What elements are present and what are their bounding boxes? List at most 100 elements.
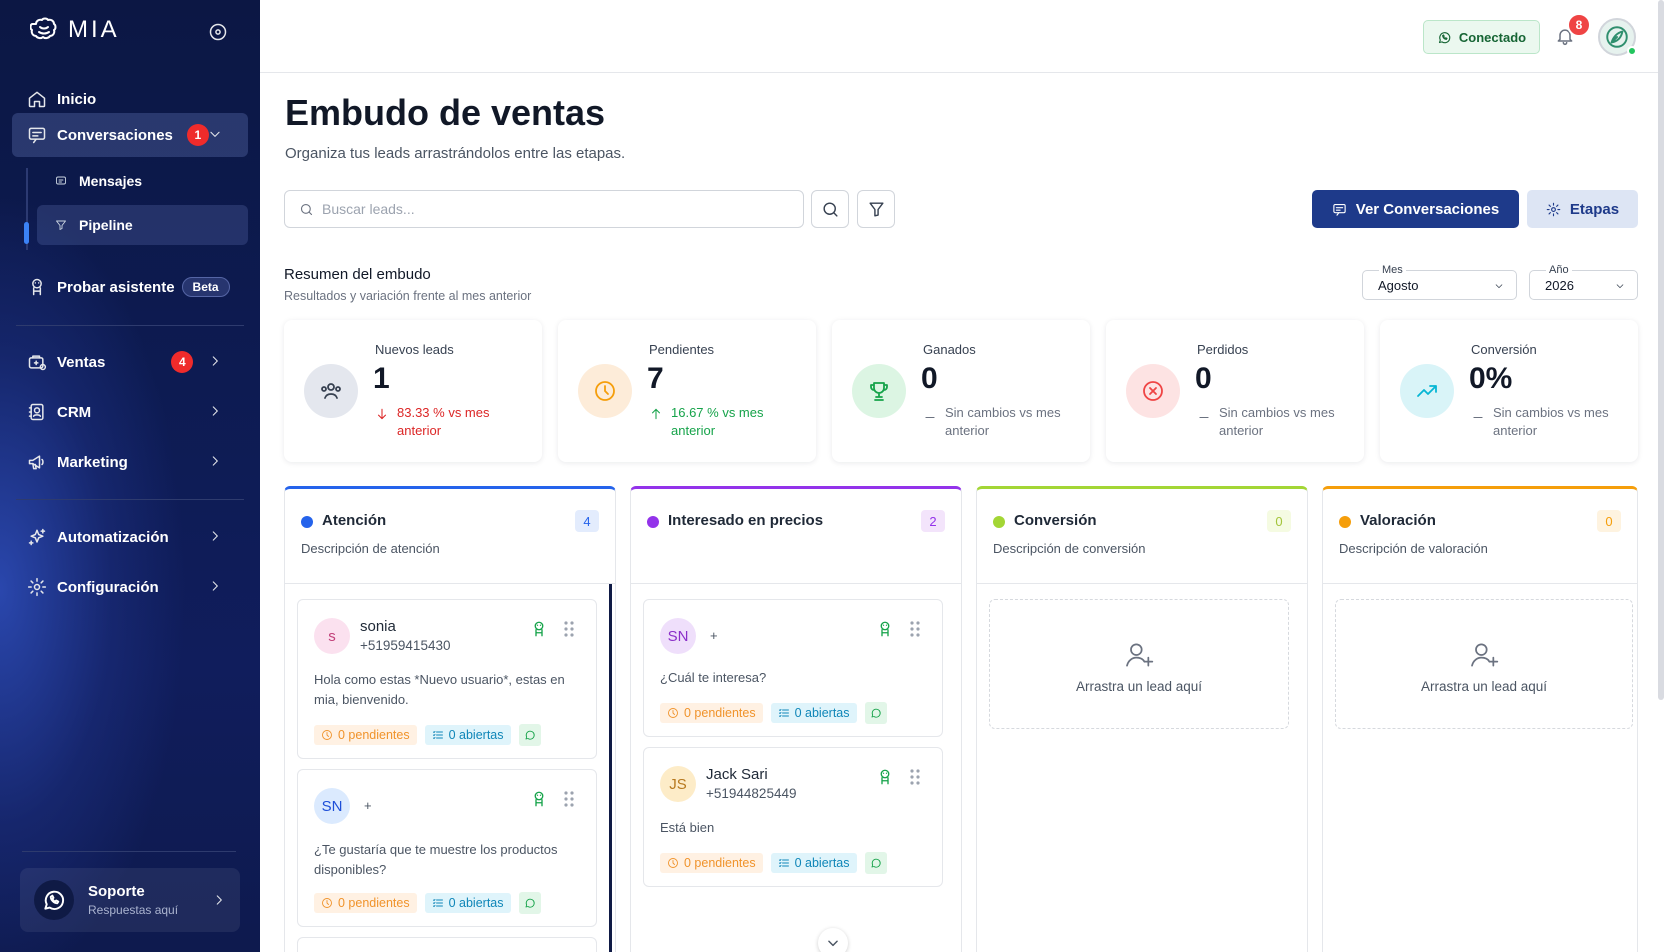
page-scrollbar[interactable] bbox=[1658, 0, 1664, 700]
column-header: Valoración 0 Descripción de valoración bbox=[1323, 489, 1637, 584]
whatsapp-button[interactable] bbox=[518, 724, 541, 746]
column-header: Atención 4 Descripción de atención bbox=[285, 489, 615, 584]
stat-label: Nuevos leads bbox=[375, 342, 454, 357]
column-scrollbar[interactable] bbox=[609, 584, 612, 952]
lead-card[interactable] bbox=[297, 937, 597, 952]
lead-tags: 0 pendientes 0 abiertas bbox=[314, 724, 541, 746]
filter-button[interactable] bbox=[857, 190, 895, 228]
whatsapp-button[interactable] bbox=[518, 892, 541, 914]
app-name: MIA bbox=[68, 16, 120, 43]
lead-avatar: s bbox=[314, 618, 350, 654]
kanban-column-valoracion: Valoración 0 Descripción de valoración A… bbox=[1322, 486, 1638, 952]
stat-value: 0 bbox=[1195, 362, 1212, 395]
open-text: 0 abiertas bbox=[794, 706, 850, 720]
sidebar-item-configuracion[interactable]: Configuración bbox=[12, 565, 248, 609]
sidebar-item-marketing[interactable]: Marketing bbox=[12, 440, 248, 484]
sidebar-item-conversaciones[interactable]: Conversaciones 1 bbox=[12, 113, 248, 157]
clock-icon bbox=[667, 857, 679, 869]
sidebar-item-ventas[interactable]: Ventas 4 bbox=[12, 340, 248, 384]
lead-card[interactable]: s sonia +51959415430 Hola como estas *Nu… bbox=[297, 599, 597, 759]
stat-change-text: 16.67 % vs mes anterior bbox=[671, 405, 764, 438]
pending-text: 0 pendientes bbox=[684, 856, 756, 870]
chevron-right-icon[interactable] bbox=[208, 579, 222, 593]
column-title: Valoración bbox=[1360, 512, 1436, 529]
app-logo[interactable]: MIA bbox=[30, 16, 120, 44]
stat-value: 0 bbox=[921, 362, 938, 395]
user-plus-icon bbox=[1468, 639, 1500, 671]
year-label: Año bbox=[1546, 263, 1572, 277]
whatsapp-button[interactable] bbox=[864, 852, 887, 874]
list-icon bbox=[432, 897, 444, 909]
view-conversations-button[interactable]: Ver Conversaciones bbox=[1312, 190, 1519, 228]
chevron-right-icon[interactable] bbox=[208, 529, 222, 543]
support-title: Soporte bbox=[88, 883, 145, 900]
lead-tags: 0 pendientes 0 abiertas bbox=[660, 852, 887, 874]
whatsapp-icon bbox=[1437, 30, 1452, 45]
message-icon bbox=[55, 175, 67, 187]
column-count: 4 bbox=[575, 510, 599, 532]
bot-icon[interactable] bbox=[530, 790, 548, 808]
year-select[interactable]: Año 2026 bbox=[1529, 263, 1638, 300]
sidebar-item-inicio[interactable]: Inicio bbox=[12, 77, 248, 121]
stat-icon-circle bbox=[578, 364, 632, 418]
chevron-down-icon[interactable] bbox=[208, 127, 222, 141]
lead-message: ¿Te gustaría que te muestre los producto… bbox=[314, 842, 558, 877]
column-title: Interesado en precios bbox=[668, 512, 824, 529]
chevron-right-icon[interactable] bbox=[208, 404, 222, 418]
search-button[interactable] bbox=[811, 190, 849, 228]
chevron-right-icon[interactable] bbox=[208, 354, 222, 368]
lead-card[interactable]: SN + ¿Te gustaría que te muestre los pro… bbox=[297, 769, 597, 927]
bot-icon[interactable] bbox=[876, 768, 894, 786]
stat-change: 16.67 % vs mes anterior bbox=[649, 404, 804, 440]
drop-zone[interactable]: Arrastra un lead aquí bbox=[1335, 599, 1633, 729]
connection-status-button[interactable]: Conectado bbox=[1423, 20, 1540, 54]
month-select[interactable]: Mes Agosto bbox=[1362, 263, 1517, 300]
page-subtitle: Organiza tus leads arrastrándolos entre … bbox=[285, 145, 626, 162]
drop-zone-text: Arrastra un lead aquí bbox=[1075, 678, 1203, 694]
pending-tag: 0 pendientes bbox=[314, 725, 417, 745]
drop-zone[interactable]: Arrastra un lead aquí bbox=[989, 599, 1289, 729]
drag-handle-icon[interactable] bbox=[908, 768, 922, 786]
chevron-right-icon[interactable] bbox=[212, 893, 226, 907]
chevron-right-icon[interactable] bbox=[208, 454, 222, 468]
stages-label: Etapas bbox=[1569, 200, 1620, 218]
bot-icon[interactable] bbox=[876, 620, 894, 638]
user-avatar[interactable] bbox=[1598, 18, 1636, 56]
kanban-column-interesado-en-precios: Interesado en precios 2 SN + ¿Cuál te in… bbox=[630, 486, 962, 952]
bell-icon[interactable] bbox=[1555, 26, 1575, 46]
stat-card-pending: Pendientes 7 16.67 % vs mes anterior bbox=[558, 320, 816, 462]
search-input[interactable] bbox=[322, 201, 782, 217]
kanban-column-atencion: Atención 4 Descripción de atención s son… bbox=[284, 486, 616, 952]
home-icon bbox=[27, 89, 47, 109]
scroll-down-button[interactable] bbox=[818, 928, 848, 952]
sidebar-item-pipeline[interactable]: Pipeline bbox=[37, 205, 248, 245]
column-header: Interesado en precios 2 bbox=[631, 489, 961, 584]
stat-value: 7 bbox=[647, 362, 664, 395]
collapse-sidebar-icon[interactable] bbox=[208, 22, 228, 42]
sidebar-item-label: Inicio bbox=[57, 90, 97, 108]
summary-subtitle: Resultados y variación frente al mes ant… bbox=[284, 289, 532, 303]
support-card[interactable]: Soporte Respuestas aquí bbox=[20, 868, 240, 932]
bot-icon[interactable] bbox=[530, 620, 548, 638]
whatsapp-button[interactable] bbox=[864, 702, 887, 724]
drag-handle-icon[interactable] bbox=[562, 620, 576, 638]
drag-handle-icon[interactable] bbox=[562, 790, 576, 808]
pending-text: 0 pendientes bbox=[684, 706, 756, 720]
lead-avatar: SN bbox=[660, 618, 696, 654]
search-field[interactable] bbox=[284, 190, 804, 228]
month-label: Mes bbox=[1379, 263, 1406, 277]
drag-handle-icon[interactable] bbox=[908, 620, 922, 638]
lead-message: Hola como estas *Nuevo usuario*, estas e… bbox=[314, 672, 565, 707]
sidebar-item-probar-asistente[interactable]: Probar asistente Beta bbox=[12, 265, 248, 309]
view-conversations-label: Ver Conversaciones bbox=[1355, 200, 1500, 218]
lead-phone: +51959415430 bbox=[360, 638, 451, 653]
whatsapp-icon bbox=[524, 729, 536, 741]
sidebar-item-automatizacion[interactable]: Automatización bbox=[12, 515, 248, 559]
lead-message: ¿Cuál te interesa? bbox=[660, 670, 767, 685]
sidebar-item-crm[interactable]: CRM bbox=[12, 390, 248, 434]
lead-card[interactable]: JS Jack Sari +51944825449 Está bien 0 pe… bbox=[643, 747, 943, 887]
sidebar-item-mensajes[interactable]: Mensajes bbox=[37, 161, 248, 201]
brain-logo-icon bbox=[30, 16, 58, 44]
lead-card[interactable]: SN + ¿Cuál te interesa? 0 pendientes 0 a… bbox=[643, 599, 943, 737]
stages-button[interactable]: Etapas bbox=[1527, 190, 1638, 228]
